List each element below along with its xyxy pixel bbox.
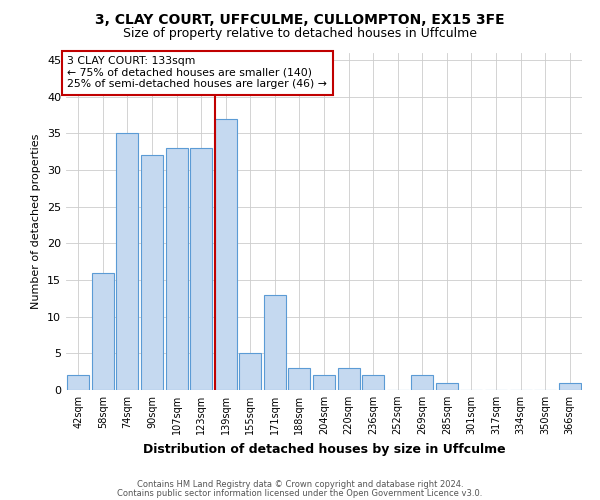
- Bar: [289, 368, 310, 390]
- Bar: [166, 148, 188, 390]
- Bar: [338, 368, 359, 390]
- Bar: [215, 118, 237, 390]
- Bar: [362, 376, 384, 390]
- Bar: [92, 272, 114, 390]
- Bar: [190, 148, 212, 390]
- X-axis label: Distribution of detached houses by size in Uffculme: Distribution of detached houses by size …: [143, 442, 505, 456]
- Text: 3, CLAY COURT, UFFCULME, CULLOMPTON, EX15 3FE: 3, CLAY COURT, UFFCULME, CULLOMPTON, EX1…: [95, 12, 505, 26]
- Bar: [116, 133, 139, 390]
- Bar: [141, 155, 163, 390]
- Bar: [264, 294, 286, 390]
- Text: Size of property relative to detached houses in Uffculme: Size of property relative to detached ho…: [123, 28, 477, 40]
- Text: Contains public sector information licensed under the Open Government Licence v3: Contains public sector information licen…: [118, 488, 482, 498]
- Bar: [67, 376, 89, 390]
- Bar: [313, 376, 335, 390]
- Text: Contains HM Land Registry data © Crown copyright and database right 2024.: Contains HM Land Registry data © Crown c…: [137, 480, 463, 489]
- Y-axis label: Number of detached properties: Number of detached properties: [31, 134, 41, 309]
- Text: 3 CLAY COURT: 133sqm
← 75% of detached houses are smaller (140)
25% of semi-deta: 3 CLAY COURT: 133sqm ← 75% of detached h…: [67, 56, 327, 90]
- Bar: [559, 382, 581, 390]
- Bar: [436, 382, 458, 390]
- Bar: [239, 354, 262, 390]
- Bar: [411, 376, 433, 390]
